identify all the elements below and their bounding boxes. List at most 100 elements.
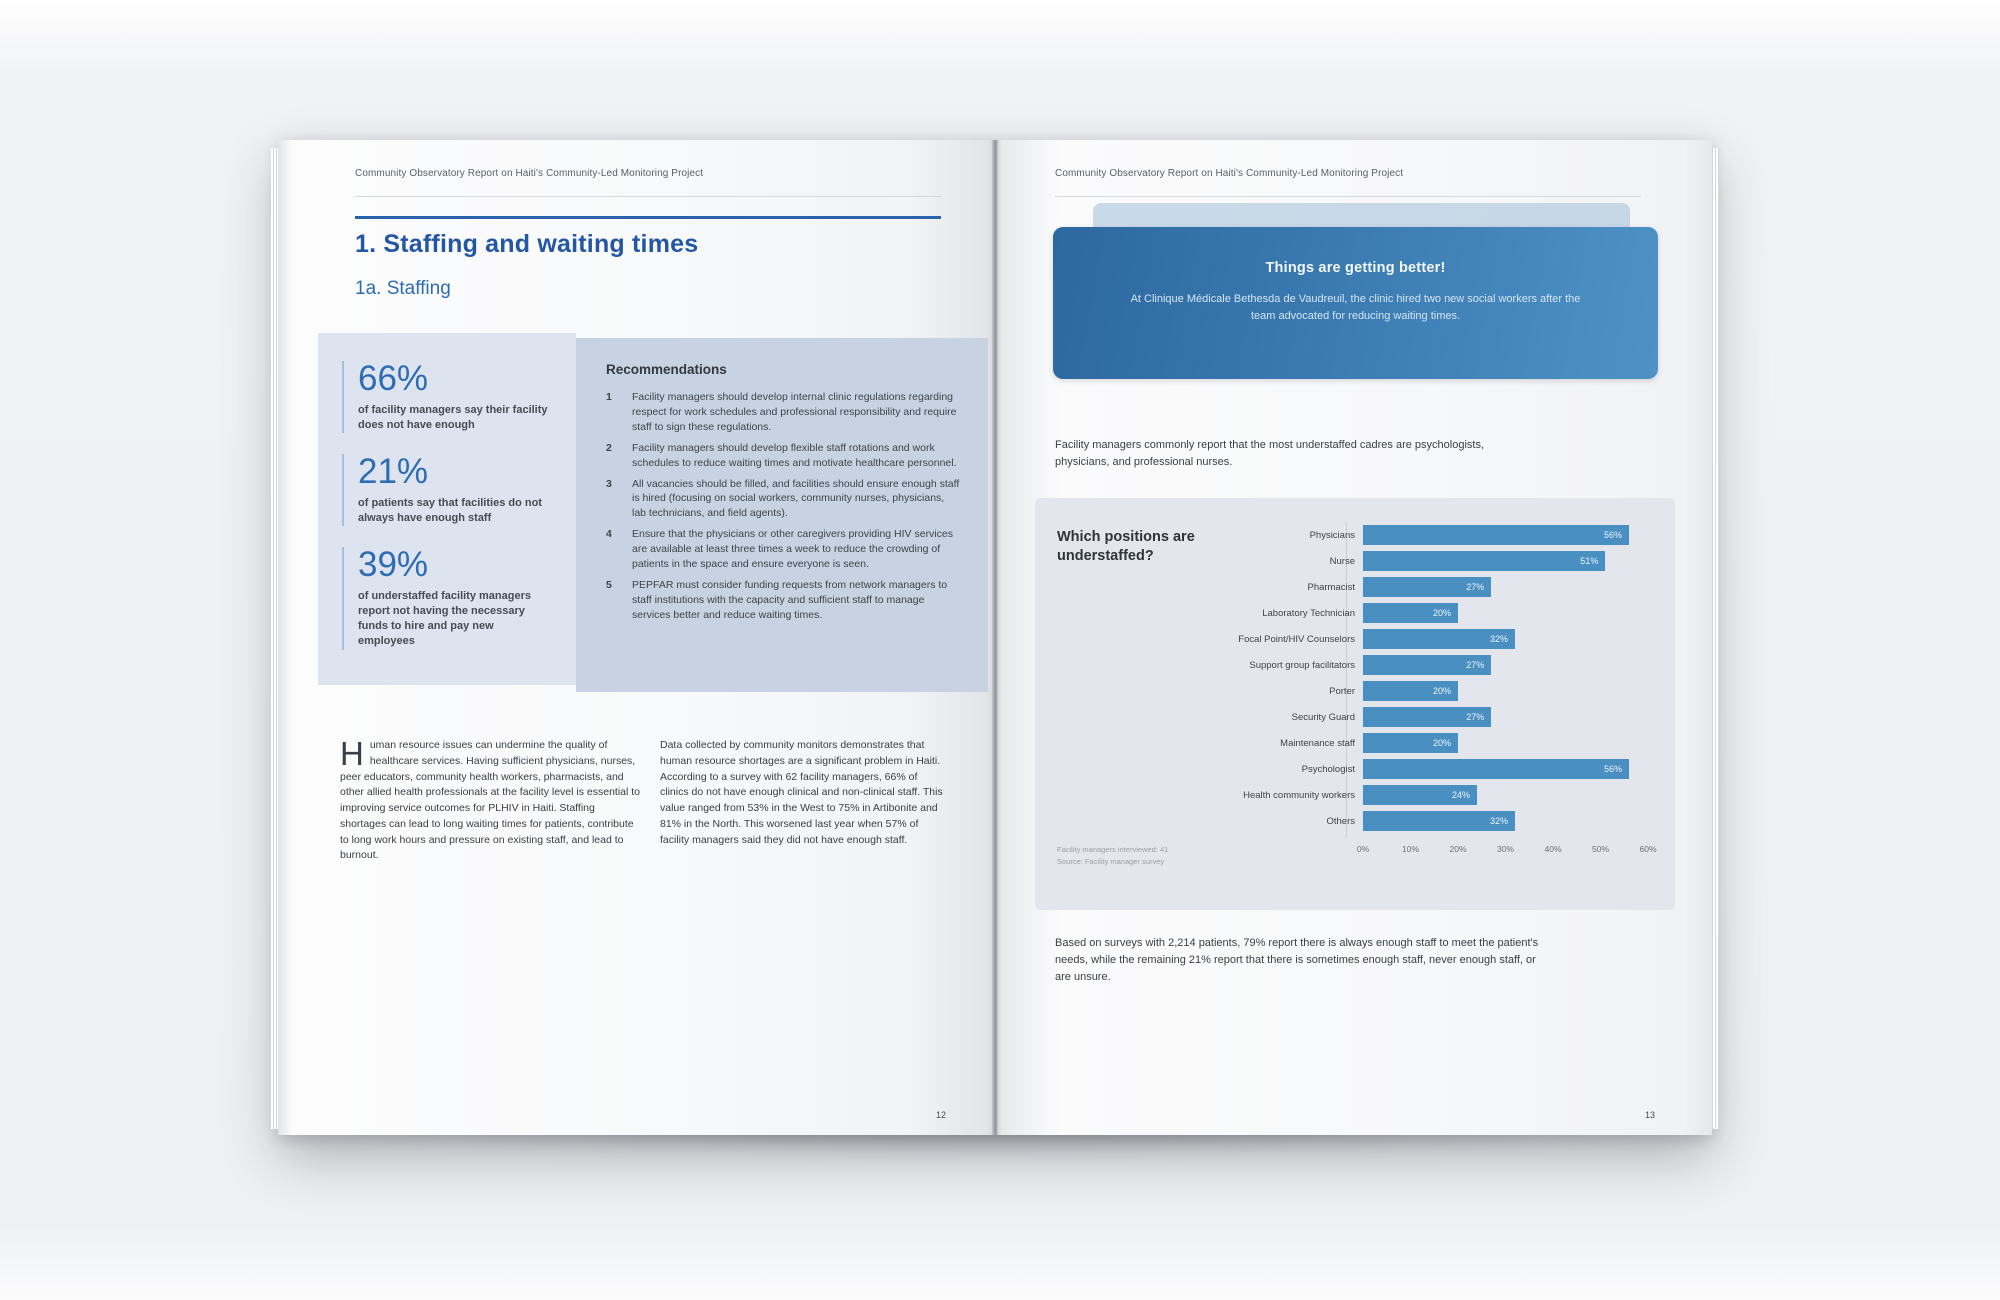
- bar-value-label: 27%: [1466, 660, 1485, 670]
- section-subtitle: 1a. Staffing: [355, 278, 451, 299]
- bar-category-label: Laboratory Technician: [1262, 607, 1355, 619]
- bar-value-label: 20%: [1432, 738, 1451, 748]
- section-title-rule: [355, 216, 941, 219]
- bar-track: 56%: [1363, 759, 1648, 779]
- recommendation-item: 3 All vacancies should be filled, and fa…: [606, 477, 960, 522]
- recommendation-text: Ensure that the physicians or other care…: [632, 528, 953, 571]
- bar-category-label: Focal Point/HIV Counselors: [1238, 633, 1355, 645]
- stat-value: 21%: [358, 452, 429, 492]
- bar-row: Porter 20%: [1195, 678, 1653, 704]
- x-axis-tick-label: 30%: [1496, 844, 1515, 854]
- chart-intro-paragraph: Facility managers commonly report that t…: [1055, 439, 1484, 469]
- recommendation-text: Facility managers should develop interna…: [632, 391, 957, 433]
- callout-title: Things are getting better!: [1265, 260, 1446, 276]
- bar-row: Pharmacist 27%: [1195, 574, 1653, 600]
- bar: 32%: [1363, 811, 1515, 831]
- bar-value-label: 32%: [1489, 816, 1508, 826]
- bar: 56%: [1363, 525, 1629, 545]
- recommendation-text: All vacancies should be filled, and faci…: [632, 477, 960, 520]
- bar-track: 27%: [1363, 707, 1648, 727]
- x-axis-tick-label: 0%: [1356, 844, 1370, 854]
- bar-value-label: 56%: [1603, 764, 1622, 774]
- section-title: 1. Staffing and waiting times: [355, 230, 699, 258]
- x-axis-tick-label: 40%: [1544, 844, 1562, 854]
- bar-track: 27%: [1363, 577, 1648, 597]
- bar-category-label: Others: [1326, 815, 1355, 827]
- bar: 20%: [1363, 733, 1458, 753]
- bar-value-label: 20%: [1432, 608, 1451, 618]
- bar-row: Security Guard 27%: [1195, 704, 1653, 730]
- body-paragraph-column-1: Human resource issues can undermine the …: [340, 735, 640, 862]
- body-paragraph-column-2: Data collected by community monitors dem…: [660, 739, 943, 846]
- bar-plot-rows: Physicians 56% Nurse 51% Pharmacist 27% Labora…: [1195, 522, 1653, 834]
- bar-track: 20%: [1363, 733, 1648, 753]
- bar: 20%: [1363, 681, 1458, 701]
- bar-category-label: Support group facilitators: [1249, 659, 1355, 671]
- running-header-right: Community Observatory Report on Haiti's …: [1055, 168, 1404, 179]
- bar: 56%: [1363, 759, 1629, 779]
- open-report-book: Community Observatory Report on Haiti's …: [271, 140, 1719, 1135]
- bar-value-label: 27%: [1466, 712, 1485, 722]
- running-header-left: Community Observatory Report on Haiti's …: [355, 168, 704, 179]
- bar-row: Psychologist 56%: [1195, 756, 1653, 782]
- bar-track: 27%: [1363, 655, 1648, 675]
- bar-category-label: Maintenance staff: [1280, 737, 1355, 749]
- recommendation-item: 4 Ensure that the physicians or other ca…: [606, 527, 960, 572]
- bar-row: Maintenance staff 20%: [1195, 730, 1653, 756]
- bar-row: Nurse 51%: [1195, 548, 1653, 574]
- recommendation-number: 3: [606, 477, 612, 490]
- success-story-callout: Things are getting better! At Clinique M…: [1053, 227, 1658, 379]
- chart-footnote-line-1: Facility managers interviewed: 41: [1057, 845, 1169, 854]
- bar-row: Laboratory Technician 20%: [1195, 600, 1653, 626]
- x-axis-tick-label: 10%: [1401, 844, 1420, 854]
- stat-value: 39%: [358, 545, 429, 585]
- bar-value-label: 20%: [1432, 686, 1451, 696]
- bar-category-label: Physicians: [1309, 529, 1355, 541]
- x-axis: 0% 10% 20% 30% 40% 50% 60%: [1357, 842, 1657, 858]
- stat-item: 39% of understaffed facility managers re…: [342, 545, 558, 650]
- chart-footnote-line-2: Source: Facility manager survey: [1057, 856, 1165, 866]
- bar-track: 51%: [1363, 551, 1648, 571]
- recommendation-number: 5: [606, 578, 612, 591]
- bar-category-label: Nurse: [1329, 555, 1355, 567]
- bar: 20%: [1363, 603, 1458, 623]
- bar-category-label: Health community workers: [1243, 789, 1355, 801]
- bar-value-label: 51%: [1580, 556, 1599, 566]
- bar-track: 20%: [1363, 603, 1648, 623]
- bar-track: 32%: [1363, 811, 1648, 831]
- bar-row: Others 32%: [1195, 808, 1653, 834]
- page-number-right: 13: [1645, 1110, 1656, 1120]
- right-page: Community Observatory Report on Haiti's …: [995, 140, 1712, 1135]
- bar-row: Support group facilitators 27%: [1195, 652, 1653, 678]
- bar-track: 24%: [1363, 785, 1648, 805]
- bar-value-label: 24%: [1451, 790, 1470, 800]
- recommendations-panel: Recommendations 1 Facility managers shou…: [576, 338, 988, 692]
- recommendation-number: 1: [606, 391, 612, 403]
- recommendations-heading: Recommendations: [606, 362, 727, 377]
- recommendation-text: PEPFAR must consider funding requests fr…: [632, 578, 948, 621]
- stat-caption: of patients say that facilities do not a…: [358, 496, 542, 525]
- header-rule-right: [1055, 196, 1641, 197]
- recommendation-item: 2 Facility managers should develop flexi…: [606, 441, 960, 471]
- bar-category-label: Security Guard: [1291, 711, 1355, 723]
- stat-value: 66%: [358, 359, 429, 398]
- recommendation-item: 5 PEPFAR must consider funding requests …: [606, 578, 960, 623]
- chart-footnote: Facility managers interviewed: 41 Source…: [1057, 844, 1168, 867]
- recommendation-number: 4: [606, 528, 612, 541]
- bar-category-label: Porter: [1329, 685, 1355, 697]
- bar-row: Focal Point/HIV Counselors 32%: [1195, 626, 1653, 652]
- page-stack-edge-left: [271, 148, 278, 1129]
- bar: 27%: [1363, 655, 1492, 675]
- recommendation-number: 2: [606, 441, 612, 454]
- stat-item: 21% of patients say that facilities do n…: [342, 452, 558, 527]
- stat-caption: of facility managers say their facility …: [358, 403, 548, 431]
- stat-item: 66% of facility managers say their facil…: [342, 359, 558, 434]
- callout-body: At Clinique Médicale Bethesda de Vaudreu…: [1130, 293, 1581, 323]
- bar: 27%: [1363, 577, 1492, 597]
- bar: 24%: [1363, 785, 1477, 805]
- recommendation-text: Facility managers should develop flexibl…: [632, 441, 957, 469]
- book-spine: [992, 140, 998, 1135]
- bar-track: 56%: [1363, 525, 1648, 545]
- bar-category-label: Pharmacist: [1307, 581, 1355, 593]
- x-axis-tick-label: 20%: [1449, 844, 1467, 854]
